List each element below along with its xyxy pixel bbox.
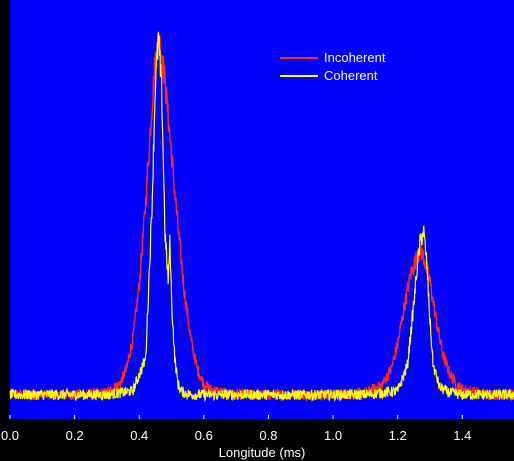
series-layer [9,31,514,403]
x-axis-title: Longitude (ms) [219,445,306,460]
x-tick-label: 1.2 [389,428,407,443]
x-tick-label: 1.0 [324,428,342,443]
legend: Incoherent Coherent [280,50,386,83]
x-tick-label: 0.6 [195,428,213,443]
legend-label-coherent: Coherent [324,68,378,83]
x-axis: 0.0 0.2 0.4 0.6 0.8 1.0 1.2 1.4 [1,415,471,443]
x-tick-label: 0.4 [130,428,148,443]
x-tick-label: 0.0 [1,428,19,443]
legend-label-incoherent: Incoherent [324,50,386,65]
series-line-coherent [9,32,514,403]
x-tick-label: 0.8 [259,428,277,443]
x-tick-label: 1.4 [453,428,471,443]
plot-area [10,0,514,419]
x-tick-label: 0.2 [66,428,84,443]
